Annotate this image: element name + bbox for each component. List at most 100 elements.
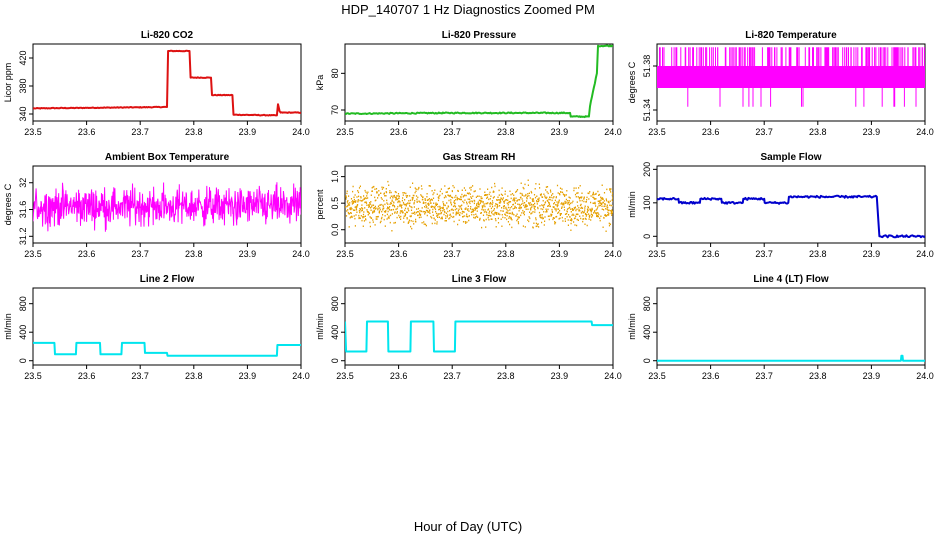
series-line [657,194,925,239]
panel-title: Sample Flow [760,152,821,163]
x-tick-label: 23.6 [78,249,96,259]
series-group [657,354,925,362]
x-tick-label: 23.9 [863,249,881,259]
x-tick-label: 23.7 [755,249,773,259]
x-tick-label: 23.7 [131,127,149,137]
chart-panel: Li-820 CO2 23.5 23.6 23.7 23.8 23.9 24.0 340 380… [3,30,310,137]
panel-title: Li-820 Pressure [442,30,517,41]
x-tick-label: 23.9 [239,127,257,137]
x-tick-label: 23.6 [702,249,720,259]
plot-frame [656,165,926,244]
x-tick-label: 24.0 [916,127,934,137]
x-tick-label: 23.8 [497,127,515,137]
y-axis-label: ml/min [315,313,325,340]
x-tick-label: 23.5 [648,371,666,381]
series-line [345,44,613,119]
x-tick-label: 24.0 [916,249,934,259]
x-tick-label: 24.0 [604,127,622,137]
y-axis-label: ml/min [627,191,637,218]
y-tick-label: 0 [642,234,652,239]
y-tick-label: 800 [330,296,340,311]
x-tick-label: 23.9 [239,249,257,259]
x-tick-label: 23.8 [185,249,203,259]
series-spikes [659,47,925,107]
x-tick-label: 23.5 [24,127,42,137]
y-tick-label: 800 [18,296,28,311]
x-tick-label: 23.8 [185,371,203,381]
y-tick-label: 31.2 [18,228,28,246]
y-axis-label: Licor ppm [3,63,13,103]
y-tick-label: 400 [330,325,340,340]
y-tick-label: 32 [18,178,28,188]
x-tick-label: 24.0 [292,127,310,137]
x-tick-label: 23.7 [443,249,461,259]
x-tick-label: 23.6 [702,127,720,137]
x-tick-label: 24.0 [292,371,310,381]
x-tick-label: 23.6 [390,127,408,137]
y-tick-label: 0 [330,358,340,363]
series-line [33,182,301,232]
x-tick-label: 23.9 [551,127,569,137]
x-tick-label: 23.7 [131,371,149,381]
chart-panel: Line 4 (LT) Flow 23.5 23.6 23.7 23.8 23.9 24.0… [627,274,934,381]
x-tick-label: 23.6 [390,371,408,381]
chart-panel: Li-820 Temperature 23.5 23.6 23.7 23.8 23.9 24… [627,30,934,137]
x-tick-label: 23.6 [702,371,720,381]
x-tick-label: 23.6 [78,371,96,381]
y-tick-label: 400 [18,325,28,340]
panel-title: Li-820 CO2 [141,30,194,41]
x-tick-label: 23.5 [336,371,354,381]
series-group [33,182,301,232]
x-tick-label: 23.9 [551,371,569,381]
x-tick-label: 23.9 [239,371,257,381]
series-group [345,320,613,353]
panel-title: Ambient Box Temperature [105,152,230,163]
y-tick-label: 51.34 [642,99,652,122]
chart-panel: Ambient Box Temperature 23.5 23.6 23.7 23.8 2… [3,152,310,259]
series-group [345,44,613,119]
figure-x-axis-label: Hour of Day (UTC) [414,519,522,534]
x-tick-label: 23.5 [648,127,666,137]
x-tick-label: 23.9 [863,371,881,381]
x-tick-label: 23.8 [809,249,827,259]
x-tick-label: 23.5 [648,249,666,259]
y-axis-label: degrees C [3,183,13,225]
chart-panel: Li-820 Pressure 23.5 23.6 23.7 23.8 23.9 24.0 7… [315,30,622,137]
y-tick-label: 420 [18,50,28,65]
x-tick-label: 24.0 [604,371,622,381]
y-tick-label: 100 [642,195,652,210]
figure-title: HDP_140707 1 Hz Diagnostics Zoomed PM [341,2,595,17]
series-band [657,66,925,88]
x-tick-label: 23.8 [497,249,515,259]
chart-panel: Line 2 Flow 23.5 23.6 23.7 23.8 23.9 24.0 0 400 8… [3,274,310,381]
x-tick-label: 23.8 [185,127,203,137]
y-tick-label: 380 [18,78,28,93]
x-tick-label: 23.7 [755,371,773,381]
plot-frame [32,43,302,122]
y-tick-label: 0 [642,358,652,363]
series-group [345,179,613,233]
plot-frame [344,43,614,122]
y-axis-label: kPa [315,75,325,91]
series-line [657,354,925,362]
x-tick-label: 23.6 [390,249,408,259]
y-axis-label: ml/min [627,313,637,340]
y-tick-label: 0.5 [330,197,340,210]
x-tick-label: 23.9 [863,127,881,137]
chart-panel: Line 3 Flow 23.5 23.6 23.7 23.8 23.9 24.0 0 400 8… [315,274,622,381]
y-tick-label: 1.0 [330,170,340,183]
x-tick-label: 24.0 [292,249,310,259]
panel-title: Line 2 Flow [140,274,195,285]
x-tick-label: 23.7 [443,371,461,381]
series-line [345,320,613,353]
plot-frame [344,165,614,244]
plot-frame [32,287,302,366]
x-tick-label: 23.8 [497,371,515,381]
x-tick-label: 23.5 [336,127,354,137]
x-tick-label: 24.0 [604,249,622,259]
x-tick-label: 23.7 [755,127,773,137]
plot-frame [344,287,614,366]
y-tick-label: 200 [642,162,652,177]
series-group [657,194,925,239]
